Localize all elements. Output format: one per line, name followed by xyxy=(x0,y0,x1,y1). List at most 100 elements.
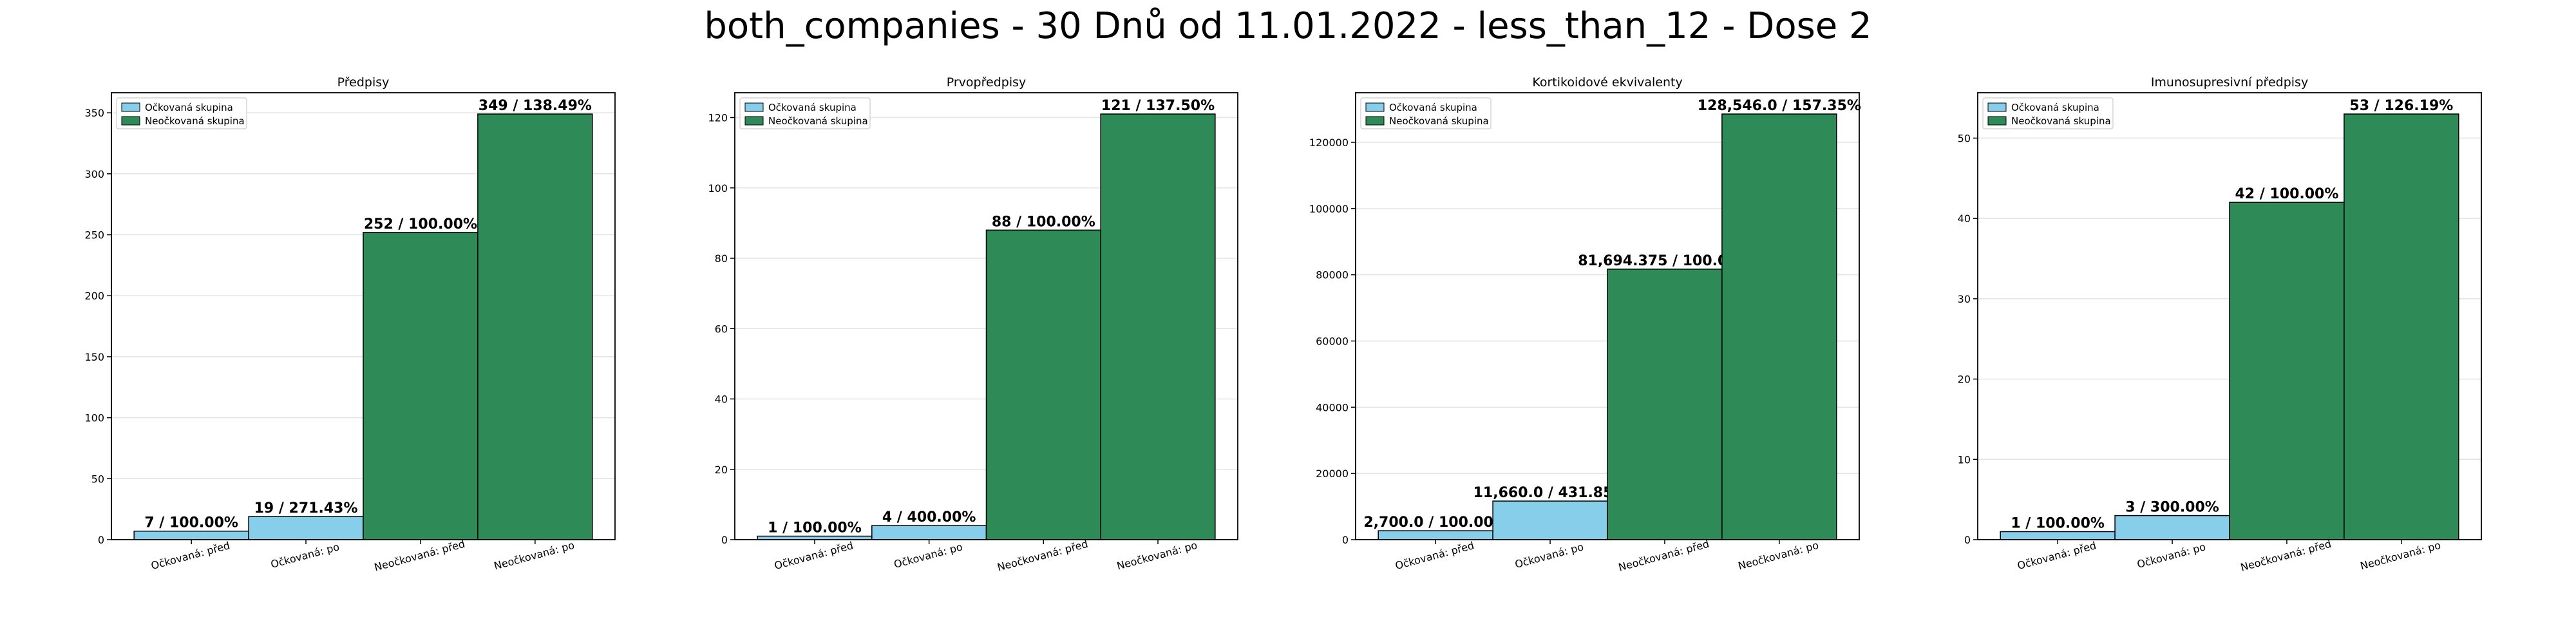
x-tick-label: Očkovaná: po xyxy=(2136,540,2207,571)
bar-value-label: 1 / 100.00% xyxy=(2011,516,2105,532)
legend-swatch xyxy=(1987,116,2007,126)
y-tick-label: 50 xyxy=(1958,132,1971,144)
chart-title: Prvopředpisy xyxy=(947,75,1027,90)
y-tick-label: 100 xyxy=(708,182,728,194)
figure-title: both_companies - 30 Dnů od 11.01.2022 - … xyxy=(704,5,1872,47)
legend-swatch xyxy=(744,102,764,112)
y-tick-label: 100 xyxy=(84,412,104,424)
x-tick-label: Očkovaná: po xyxy=(893,540,964,571)
y-tick-label: 40 xyxy=(1958,213,1971,225)
bar xyxy=(871,525,987,540)
y-tick-label: 0 xyxy=(1964,534,1971,546)
chart-panel-4: 0 10 20 30 40 50 1 / 100.00% Očkovaná: před 3 / … xyxy=(1958,75,2482,574)
y-tick-label: 100000 xyxy=(1309,203,1349,215)
bar xyxy=(985,229,1101,540)
y-tick-label: 60 xyxy=(715,323,728,335)
y-tick-label: 40 xyxy=(715,393,728,406)
y-tick-label: 120 xyxy=(708,112,728,124)
bar xyxy=(1378,530,1493,540)
legend-box xyxy=(1360,97,1492,129)
bar-value-label: 2,700.0 / 100.00% xyxy=(1363,515,1508,531)
legend-box xyxy=(116,97,247,129)
x-tick-label: Neočkovaná: před xyxy=(373,538,466,574)
y-tick-label: 0 xyxy=(98,534,104,546)
legend-swatch xyxy=(744,116,764,126)
legend-swatch xyxy=(121,102,140,112)
bar xyxy=(248,516,364,540)
x-tick-label: Neočkovaná: po xyxy=(2359,539,2442,573)
legend-label: Neočkovaná skupina xyxy=(2011,115,2111,127)
x-tick-label: Neočkovaná: před xyxy=(1617,538,1710,574)
bar-value-label: 53 / 126.19% xyxy=(2349,98,2453,114)
y-tick-label: 20000 xyxy=(1316,468,1349,480)
bar xyxy=(2344,113,2459,540)
bar xyxy=(363,232,478,540)
legend-swatch xyxy=(1987,102,2007,112)
y-tick-label: 80000 xyxy=(1316,269,1349,281)
legend-label: Očkovaná skupina xyxy=(145,102,233,113)
chart-panel-1: 0 50 100 150 200 250 300 350 7 / 100.00% Očkovaná… xyxy=(84,75,616,574)
y-tick-label: 60000 xyxy=(1316,335,1349,347)
bar xyxy=(1721,113,1837,540)
bar-value-label: 4 / 400.00% xyxy=(882,509,976,526)
x-tick-label: Neočkovaná: před xyxy=(2239,538,2333,574)
legend-box xyxy=(1982,97,2114,129)
bar-value-label: 42 / 100.00% xyxy=(2235,186,2338,202)
x-tick-label: Očkovaná: před xyxy=(149,539,231,572)
y-tick-label: 0 xyxy=(721,534,728,546)
y-tick-label: 0 xyxy=(1342,534,1349,546)
y-tick-label: 80 xyxy=(715,252,728,265)
legend: Očkovaná skupina Neočkovaná skupina xyxy=(1360,97,1492,129)
y-tick-label: 250 xyxy=(84,229,104,242)
y-tick-label: 200 xyxy=(84,290,104,302)
legend-label: Očkovaná skupina xyxy=(768,102,857,113)
x-tick-label: Neočkovaná: po xyxy=(493,539,576,573)
plot-frame xyxy=(734,92,1238,540)
y-tick-label: 40000 xyxy=(1316,401,1349,413)
x-tick-label: Očkovaná: před xyxy=(1394,539,1475,572)
legend-swatch xyxy=(1365,102,1385,112)
y-tick-label: 350 xyxy=(84,107,104,119)
bar xyxy=(1100,113,1216,540)
legend-label: Neočkovaná skupina xyxy=(768,115,868,127)
bar-value-label: 7 / 100.00% xyxy=(144,515,238,531)
y-tick-label: 120000 xyxy=(1309,137,1349,149)
plot-frame xyxy=(1977,92,2482,540)
legend-swatch xyxy=(1365,116,1385,126)
x-tick-label: Očkovaná: před xyxy=(773,539,855,572)
x-tick-label: Očkovaná: po xyxy=(269,540,341,571)
y-tick-label: 10 xyxy=(1958,453,1971,466)
plot-frame xyxy=(1355,92,1860,540)
chart-title: Předpisy xyxy=(337,75,390,90)
chart-panel-2: 0 20 40 60 80 100 120 1 / 100.00% Očkovaná: před… xyxy=(708,75,1238,574)
chart-panel-3: 0 20000 40000 60000 80000 100000 120000 2,700.0… xyxy=(1309,75,1861,574)
y-tick-label: 300 xyxy=(84,168,104,180)
bar-value-label: 11,660.0 / 431.85% xyxy=(1473,485,1627,501)
bar-value-label: 128,546.0 / 157.35% xyxy=(1698,98,1861,114)
x-tick-label: Očkovaná: po xyxy=(1513,540,1585,571)
bar-value-label: 349 / 138.49% xyxy=(478,98,592,114)
legend-box xyxy=(739,97,871,129)
bar xyxy=(133,530,249,540)
bar xyxy=(2114,515,2230,540)
legend-label: Neočkovaná skupina xyxy=(145,115,245,127)
x-tick-label: Neočkovaná: po xyxy=(1737,539,1820,573)
y-tick-label: 50 xyxy=(91,473,104,485)
legend-label: Očkovaná skupina xyxy=(2011,102,2099,113)
bar xyxy=(1607,269,1723,540)
bar-value-label: 252 / 100.00% xyxy=(364,216,477,232)
legend-label: Očkovaná skupina xyxy=(1389,102,1477,113)
legend: Očkovaná skupina Neočkovaná skupina xyxy=(116,97,247,129)
legend-label: Neočkovaná skupina xyxy=(1389,115,1489,127)
bar-value-label: 88 / 100.00% xyxy=(992,214,1095,230)
bar xyxy=(1492,500,1608,540)
bar xyxy=(477,113,593,540)
chart-title: Kortikoidové ekvivalenty xyxy=(1532,75,1682,90)
y-tick-label: 150 xyxy=(84,351,104,363)
bar-value-label: 19 / 271.43% xyxy=(254,500,358,516)
legend: Očkovaná skupina Neočkovaná skupina xyxy=(1982,97,2114,129)
bar-value-label: 3 / 300.00% xyxy=(2125,500,2219,516)
y-tick-label: 30 xyxy=(1958,293,1971,305)
y-tick-label: 20 xyxy=(1958,374,1971,386)
